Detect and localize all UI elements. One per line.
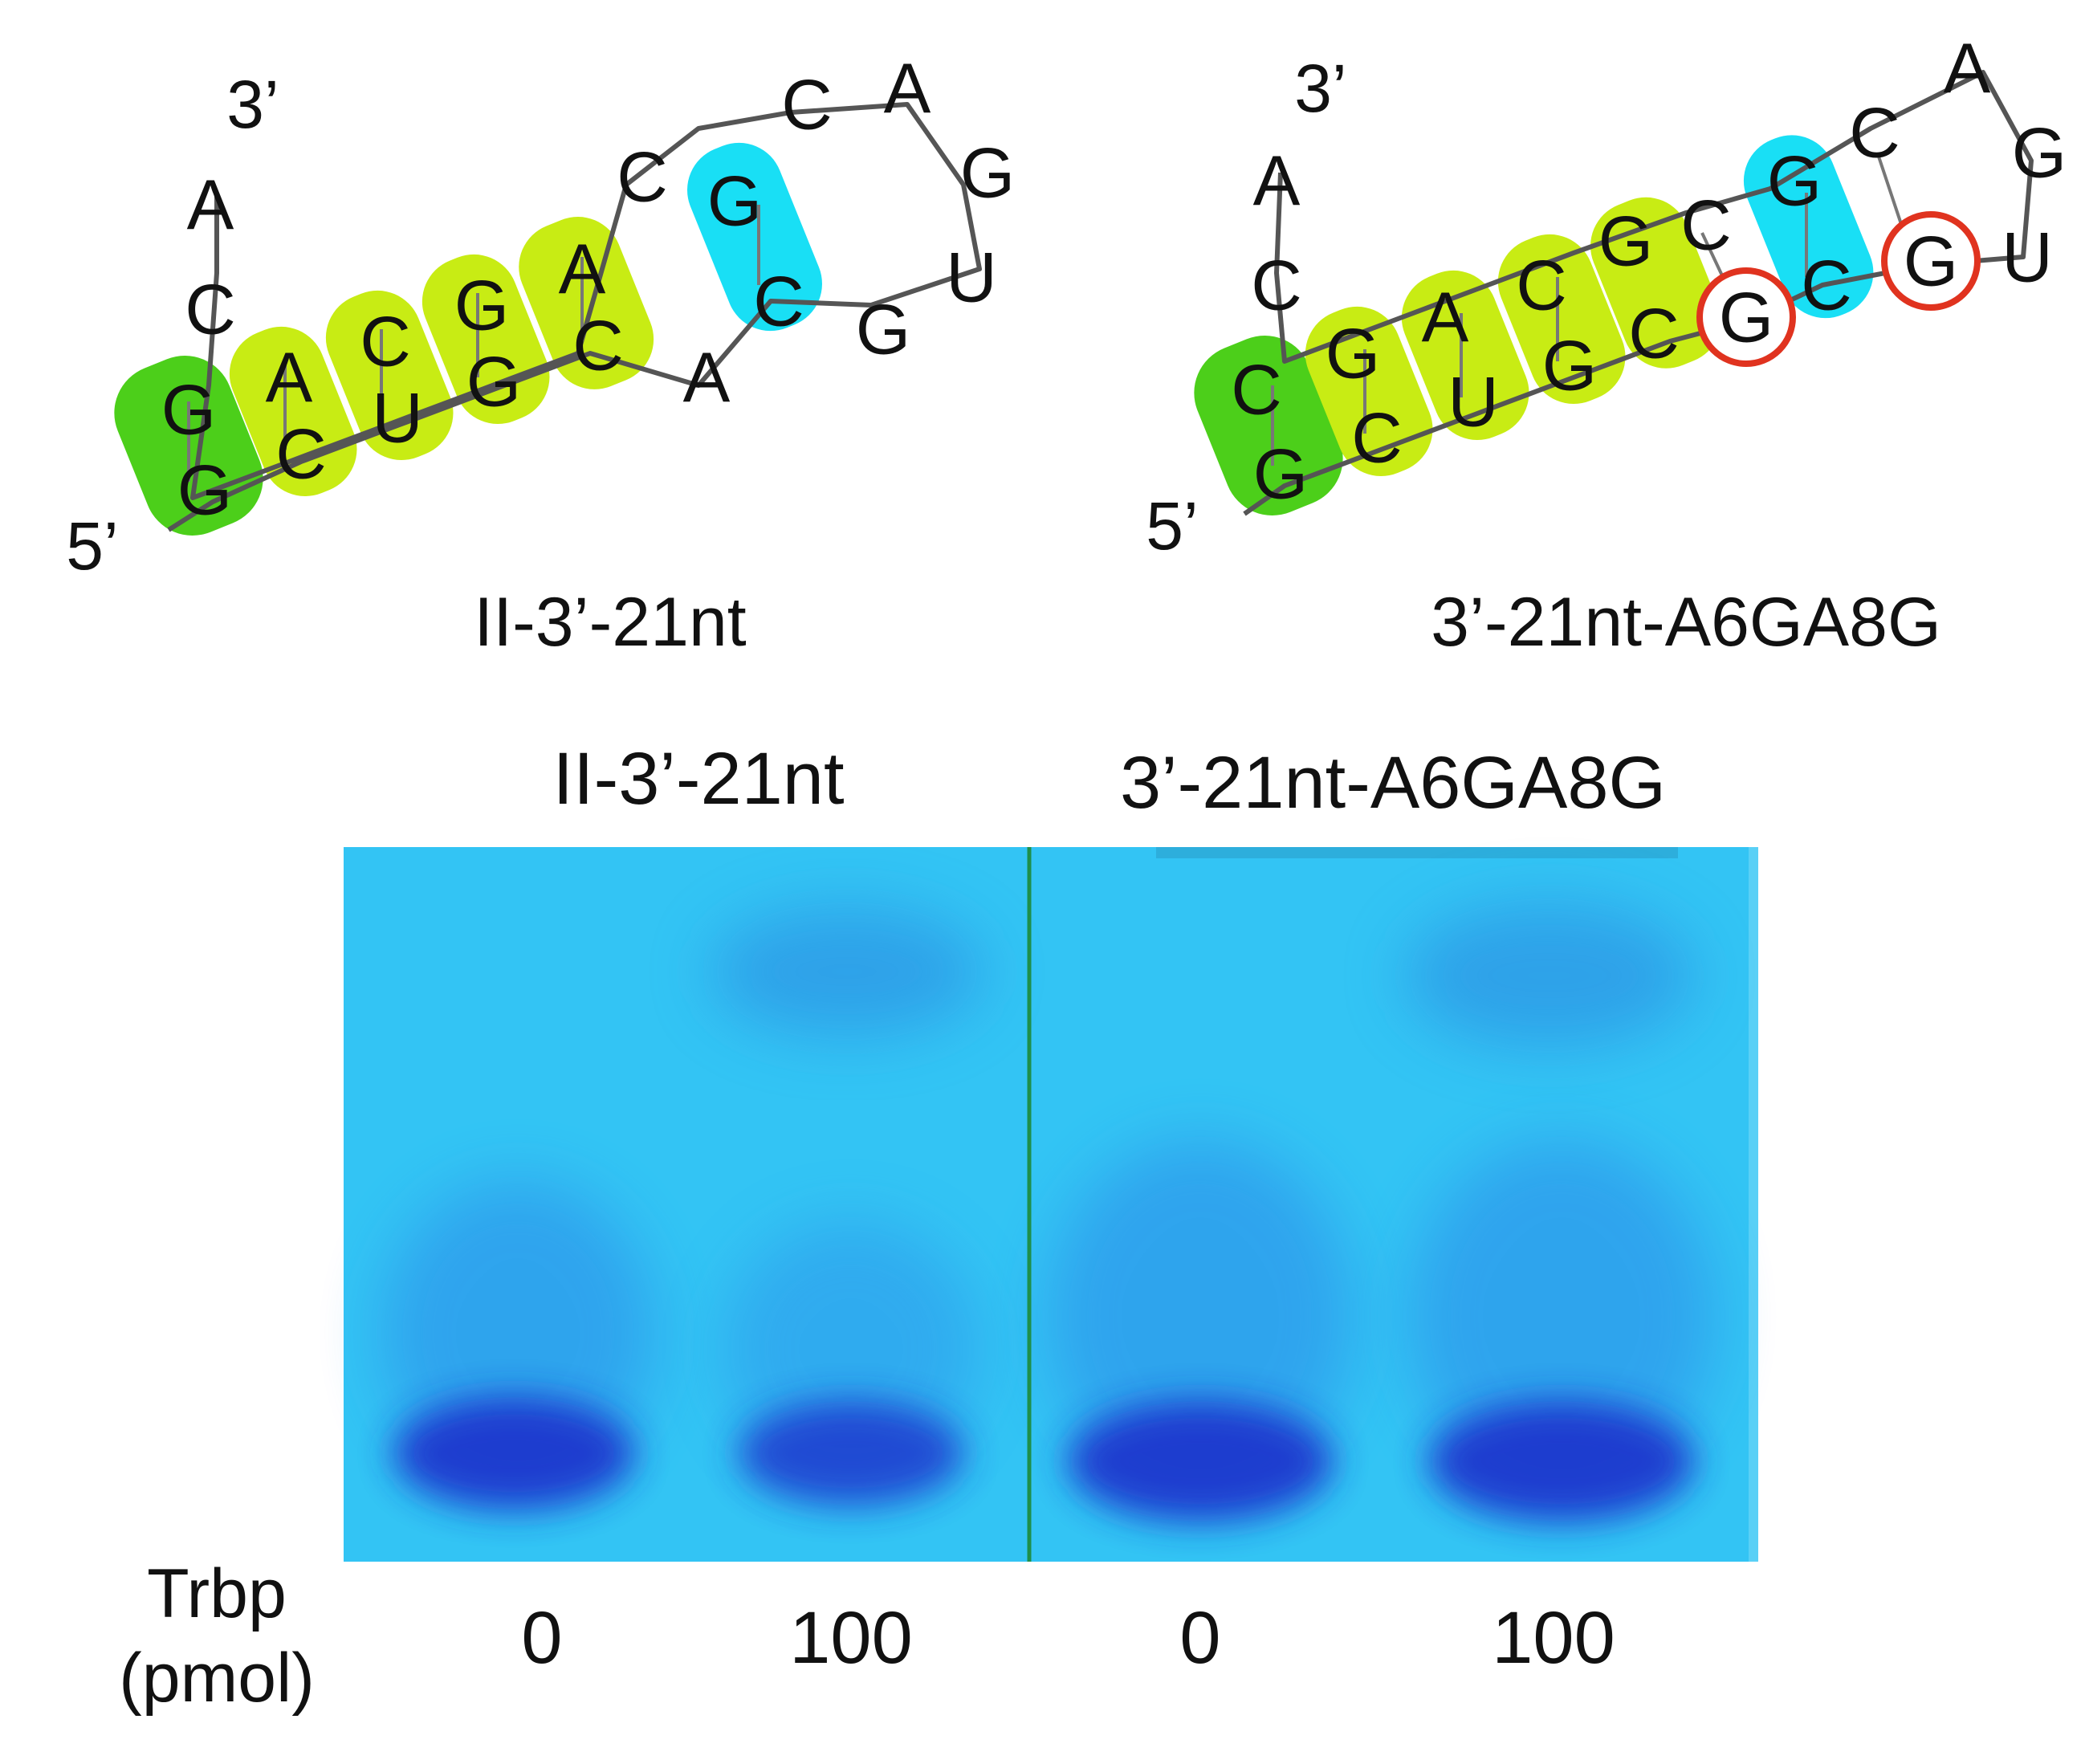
free-band-lane-4-smear: [1409, 1140, 1714, 1493]
nt-21: A: [1253, 141, 1301, 221]
nt-6: A: [683, 338, 731, 418]
free-band-lane-2: [739, 1401, 963, 1505]
gel-right-edge: [1749, 847, 1758, 1562]
stem-highlight-4: [1497, 234, 1626, 405]
structure-caption: II-3’-21nt: [474, 584, 746, 661]
free-band-lane-1: [393, 1397, 634, 1509]
three-prime-label: 3’: [1294, 51, 1346, 126]
trbp-label-line1: Trbp: [147, 1555, 287, 1632]
complex-band-lane-4: [1405, 903, 1694, 1048]
nt-1: G: [177, 450, 232, 530]
structure-mutant: G C U G C G C G U G A C G C G C A G C C …: [1146, 29, 2067, 662]
stem-highlight-3: [1401, 270, 1529, 441]
backbone-strand: [1243, 70, 2034, 516]
nt-20: C: [185, 270, 236, 349]
nt-16: G: [454, 266, 509, 345]
nt-6-mutated: G: [1719, 278, 1773, 357]
nt-8: G: [856, 290, 910, 369]
nt-7: C: [753, 262, 804, 341]
mutation-circle-1: [1696, 267, 1796, 367]
structure-wildtype: G C U G C A C G U G A C G C A G C A G C …: [66, 49, 1015, 662]
five-prime-label: 5’: [1146, 488, 1198, 564]
nt-2: C: [275, 414, 327, 494]
nt-3: U: [1448, 362, 1499, 442]
nt-14: C: [1680, 185, 1732, 265]
nt-20: C: [1251, 246, 1302, 325]
stem-highlight-2: [1305, 306, 1433, 477]
nt-11: A: [1944, 29, 1991, 108]
stem-highlight-5: [1590, 197, 1722, 369]
loop-highlight-cyan: [687, 142, 822, 332]
nt-5: C: [572, 306, 624, 385]
five-prime-label: 5’: [66, 508, 118, 584]
backbone-5prime-strand: [167, 102, 982, 532]
lane-label-2: 100: [789, 1597, 913, 1679]
nt-18: G: [1326, 314, 1380, 393]
lane-label-3: 0: [1179, 1597, 1220, 1679]
gel-group-label-left: II-3’-21nt: [552, 738, 844, 820]
nt-9: U: [946, 238, 997, 317]
nt-19: C: [1231, 350, 1282, 430]
nt-17: C: [360, 302, 411, 381]
nt-4: G: [466, 342, 521, 422]
nt-9: U: [2002, 218, 2053, 297]
nt-3: U: [372, 378, 423, 458]
free-band-lane-4: [1429, 1401, 1694, 1522]
lane-label-4: 100: [1492, 1597, 1615, 1679]
gel-top-shadow: [1156, 847, 1678, 858]
complex-band-lane-2: [711, 907, 983, 1036]
nt-7: C: [1801, 246, 1852, 325]
free-band-lane-3: [1068, 1401, 1333, 1522]
three-prime-label: 3’: [226, 67, 279, 142]
nt-5: C: [1628, 294, 1680, 373]
nt-10: G: [960, 133, 1015, 213]
trbp-label-line2: (pmol): [119, 1640, 315, 1717]
nt-15: G: [1598, 202, 1653, 281]
nt-4: G: [1542, 326, 1597, 405]
nt-1: G: [1253, 434, 1308, 514]
nt-17: A: [1422, 278, 1469, 357]
gel-panel: II-3’-21nt 3’-21nt-A6GA8G Trbp (pmol) 0 …: [119, 738, 1758, 1717]
gel-group-label-right: 3’-21nt-A6GA8G: [1120, 742, 1666, 824]
nt-2: C: [1351, 398, 1403, 478]
loop-highlight-cyan: [1743, 135, 1874, 319]
nt-18: A: [266, 338, 313, 418]
lane-label-1: 0: [521, 1597, 562, 1679]
nt-19: G: [161, 370, 216, 450]
mutation-circle-2: [1881, 211, 1981, 311]
stem-highlight-5: [519, 217, 654, 389]
nt-15: A: [559, 230, 606, 309]
nt-12: C: [781, 65, 833, 145]
nt-14: C: [617, 137, 668, 217]
nt-13: G: [1767, 141, 1822, 221]
nt-13: G: [707, 161, 762, 241]
structure-caption: 3’-21nt-A6GA8G: [1431, 584, 1941, 661]
nt-12: C: [1849, 93, 1900, 173]
nt-10: G: [2012, 113, 2067, 193]
stem-highlight-terminal: [1194, 336, 1343, 515]
free-band-lane-3-smear: [1048, 1140, 1353, 1493]
nt-11: A: [884, 49, 931, 128]
nt-8-mutated: G: [1904, 222, 1958, 301]
nt-16: C: [1516, 246, 1567, 325]
nt-21: A: [187, 165, 234, 245]
